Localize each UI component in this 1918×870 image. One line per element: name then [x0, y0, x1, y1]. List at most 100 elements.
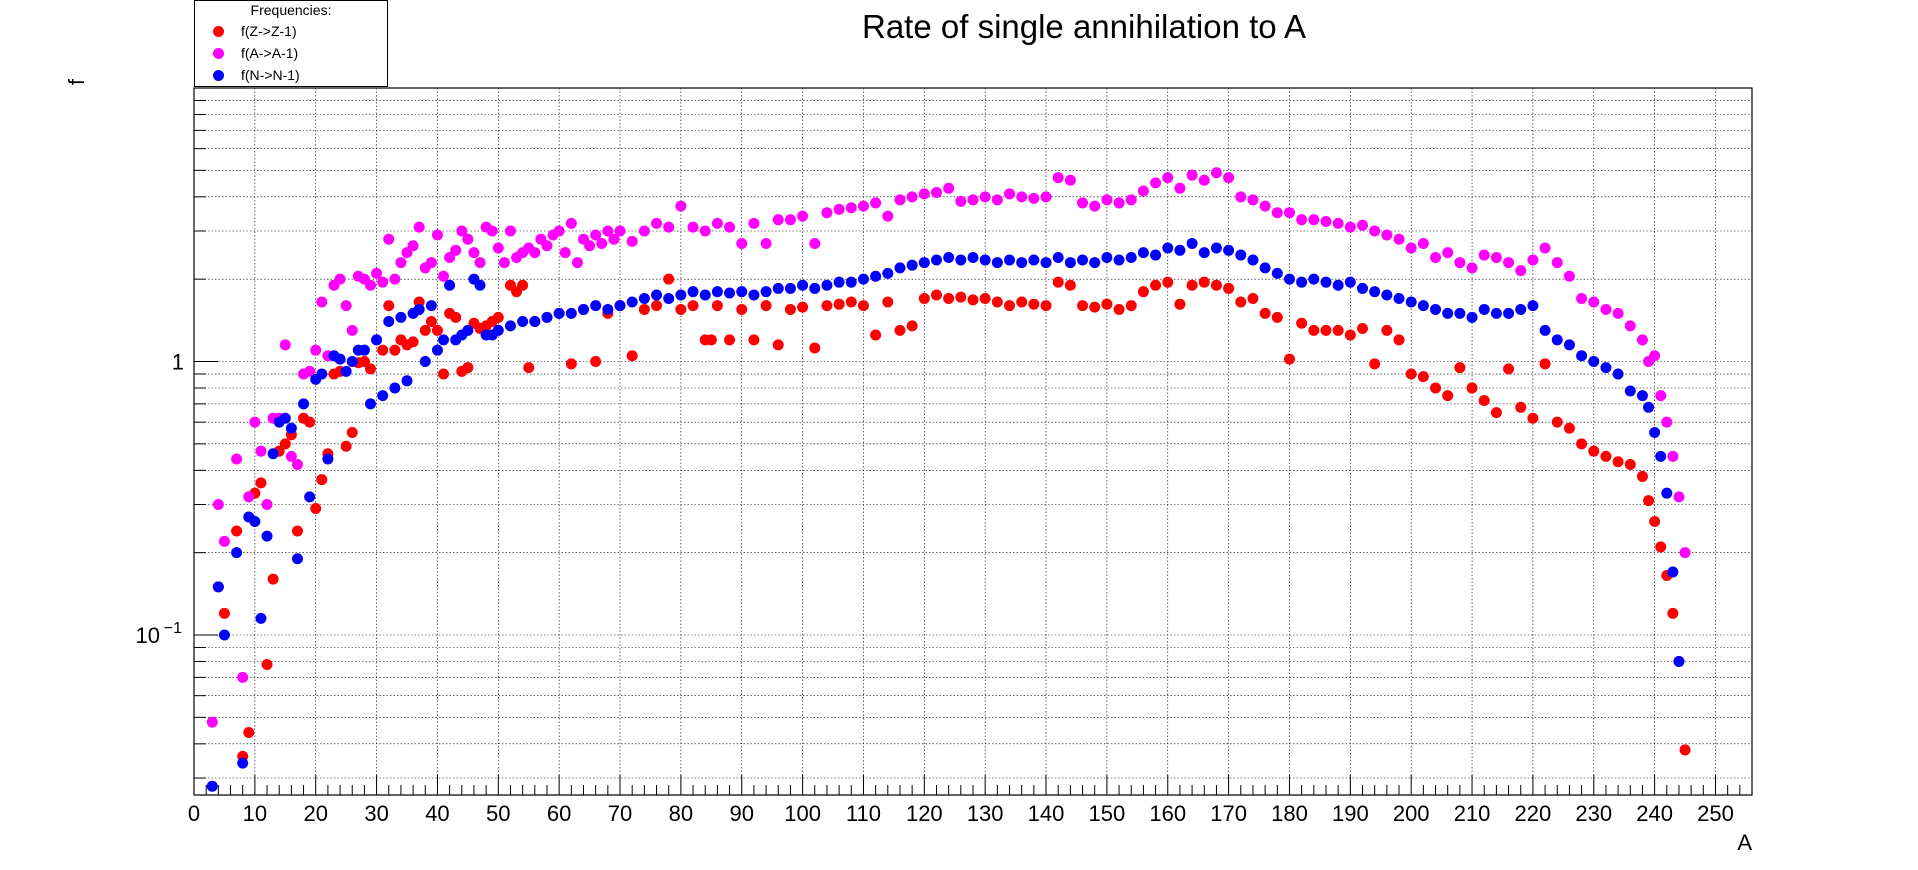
point-series-2 — [462, 324, 474, 336]
point-series-1 — [1454, 257, 1466, 269]
point-series-2 — [340, 365, 352, 377]
point-series-1 — [1064, 174, 1076, 186]
point-series-1 — [1478, 249, 1490, 261]
point-series-1 — [711, 217, 723, 229]
point-series-2 — [1308, 273, 1320, 285]
y-tick-exponent: −1 — [164, 620, 182, 637]
point-series-1 — [1430, 252, 1442, 264]
point-series-2 — [1186, 238, 1198, 250]
point-series-2 — [1417, 300, 1429, 312]
point-series-1 — [249, 416, 261, 428]
point-series-1 — [1113, 197, 1125, 209]
point-series-0 — [943, 292, 955, 304]
point-series-2 — [1077, 254, 1089, 266]
point-series-2 — [517, 316, 529, 328]
point-series-1 — [474, 257, 486, 269]
point-series-1 — [699, 225, 711, 237]
point-series-2 — [1028, 254, 1040, 266]
point-series-1 — [291, 459, 303, 471]
point-series-1 — [943, 182, 955, 194]
point-series-0 — [389, 344, 401, 356]
point-series-2 — [1259, 262, 1271, 274]
point-series-1 — [1661, 416, 1673, 428]
point-series-2 — [1649, 427, 1661, 439]
point-series-2 — [833, 276, 845, 288]
point-series-1 — [1649, 350, 1661, 362]
point-series-2 — [267, 448, 279, 460]
point-series-0 — [1259, 307, 1271, 319]
legend-marker-z — [213, 25, 224, 37]
point-series-1 — [784, 214, 796, 226]
point-series-2 — [602, 303, 614, 315]
x-tick-label: 130 — [967, 801, 1004, 826]
point-series-2 — [1490, 307, 1502, 319]
point-series-2 — [1125, 252, 1137, 264]
axis-ticks — [193, 100, 1741, 795]
point-series-2 — [1515, 303, 1527, 315]
point-series-2 — [1101, 252, 1113, 264]
point-series-1 — [571, 257, 583, 269]
point-series-2 — [231, 547, 243, 559]
point-series-2 — [1113, 254, 1125, 266]
point-series-2 — [1137, 247, 1149, 259]
point-series-0 — [1636, 470, 1648, 482]
point-series-1 — [1667, 450, 1679, 462]
point-series-2 — [724, 287, 736, 299]
point-series-1 — [413, 221, 425, 233]
point-series-0 — [1478, 395, 1490, 407]
point-series-1 — [584, 240, 596, 252]
point-series-2 — [218, 629, 230, 641]
legend-item-a: f(A->A-1) — [213, 45, 298, 61]
point-series-2 — [1198, 247, 1210, 259]
point-series-1 — [930, 186, 942, 198]
point-series-1 — [608, 233, 620, 245]
point-series-0 — [1162, 276, 1174, 288]
point-series-2 — [711, 286, 723, 298]
point-series-1 — [1344, 221, 1356, 233]
point-series-0 — [1393, 334, 1405, 346]
point-series-1 — [1259, 200, 1271, 212]
point-series-2 — [1442, 307, 1454, 319]
point-series-1 — [1655, 390, 1667, 402]
point-series-0 — [1600, 450, 1612, 462]
point-series-0 — [1296, 317, 1308, 329]
point-series-1 — [1028, 192, 1040, 204]
point-series-2 — [492, 324, 504, 336]
point-series-2 — [748, 289, 760, 301]
point-series-0 — [1539, 358, 1551, 370]
point-series-2 — [614, 300, 626, 312]
point-series-2 — [1393, 292, 1405, 304]
point-series-2 — [1320, 276, 1332, 288]
point-series-1 — [304, 365, 316, 377]
point-series-0 — [565, 358, 577, 370]
point-series-0 — [218, 607, 230, 619]
point-series-2 — [699, 289, 711, 301]
point-series-0 — [304, 416, 316, 428]
point-series-2 — [882, 267, 894, 279]
x-tick-label: 120 — [906, 801, 943, 826]
point-series-0 — [291, 525, 303, 537]
point-series-0 — [1198, 276, 1210, 288]
point-series-1 — [285, 450, 297, 462]
point-series-0 — [1649, 516, 1661, 528]
x-tick-label: 160 — [1149, 801, 1186, 826]
point-series-2 — [1466, 311, 1478, 323]
point-series-1 — [651, 217, 663, 229]
x-axis-label: A — [1737, 830, 1752, 855]
x-tick-label: 80 — [669, 801, 693, 826]
point-series-1 — [1089, 200, 1101, 212]
y-tick-labels: 1 10 −1 — [136, 349, 184, 647]
point-series-2 — [419, 355, 431, 367]
point-series-2 — [1563, 339, 1575, 351]
point-series-1 — [1198, 174, 1210, 186]
point-series-2 — [304, 491, 316, 503]
point-series-1 — [1320, 215, 1332, 227]
point-series-0 — [267, 573, 279, 585]
point-series-1 — [565, 217, 577, 229]
point-series-1 — [529, 247, 541, 259]
point-series-0 — [310, 503, 322, 515]
legend-marker-n — [213, 69, 224, 81]
point-series-2 — [377, 390, 389, 402]
point-series-0 — [736, 303, 748, 315]
point-series-2 — [1174, 244, 1186, 256]
